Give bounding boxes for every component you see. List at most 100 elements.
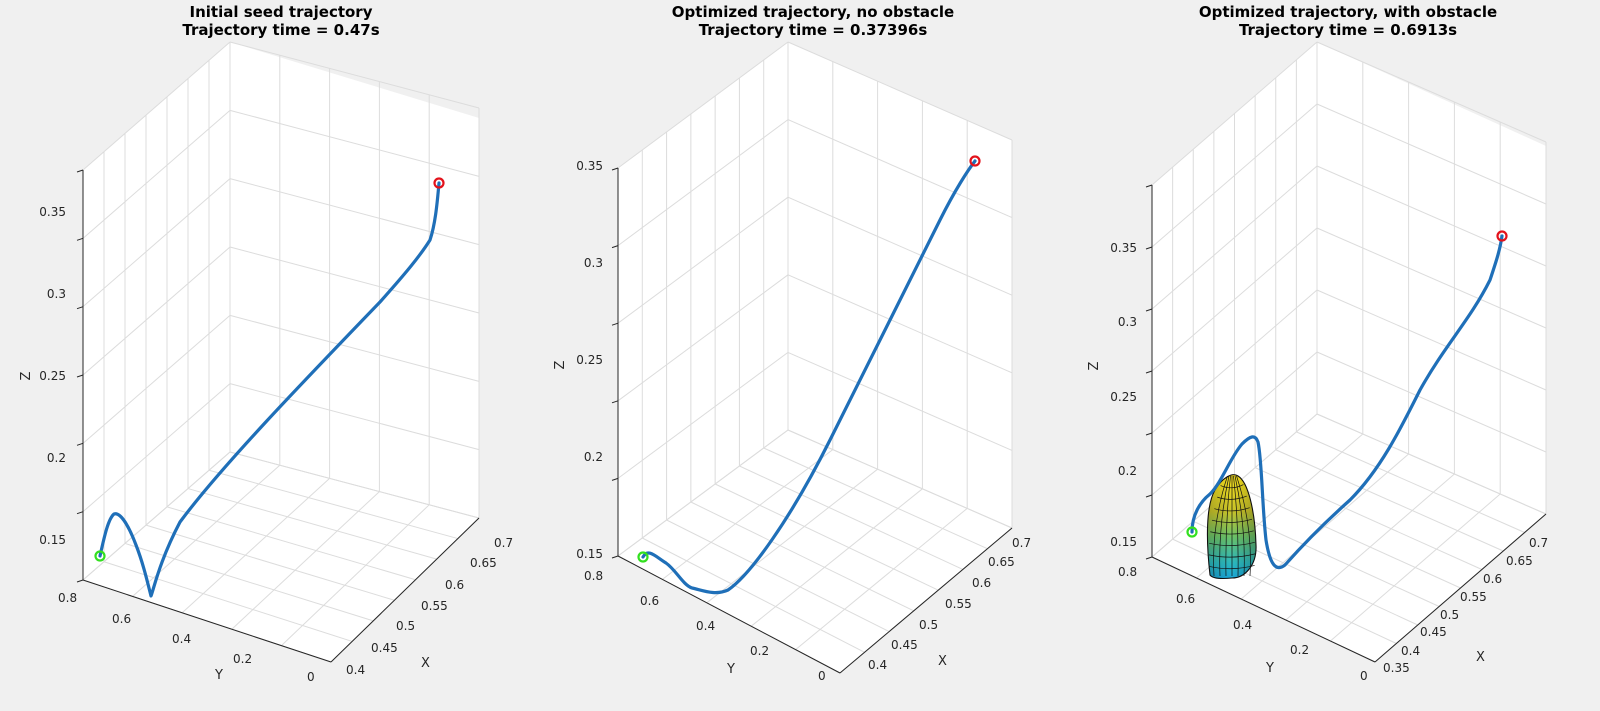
wall-gridline — [229, 41, 480, 109]
y-tick-label: 0.6 — [112, 612, 131, 626]
z-tick-label: 0.2 — [584, 450, 603, 464]
z-tick-mark — [76, 374, 84, 378]
floor-gridline — [690, 501, 914, 612]
z-tick-label: 0.3 — [584, 256, 603, 270]
wall-gridline — [617, 274, 789, 402]
axes-1-x-axis-line — [330, 517, 480, 663]
axes-1-trajectory-line — [98, 181, 441, 598]
axes-3-y-axis-line — [1151, 556, 1376, 663]
y-tick-label: 0.2 — [750, 644, 769, 658]
obstacle-mesh-line — [1234, 475, 1245, 577]
z-tick-mark — [611, 167, 619, 171]
axes-2-x-ticks: 0.4 0.45 0.5 0.55 0.6 0.65 0.7 — [868, 536, 1031, 672]
wall-gridline — [787, 196, 1013, 296]
x-tick-label: 0.65 — [988, 555, 1015, 569]
obstacle-mesh-line — [1233, 475, 1239, 577]
floor-gridline — [1240, 453, 1409, 600]
wall-gridline — [229, 109, 480, 177]
x-tick-label: 0.4 — [1401, 644, 1420, 658]
x-tick-label: 0.4 — [346, 663, 365, 677]
axes-3-y-ticks: 0.8 0.6 0.4 0.2 0 — [1118, 565, 1368, 683]
axes-2-trajectory-line — [641, 159, 977, 595]
z-tick-mark — [611, 322, 619, 326]
y-tick-label: 0 — [1360, 669, 1368, 683]
x-tick-label: 0.4 — [868, 658, 887, 672]
axes-1-z-label: Z — [19, 371, 34, 380]
wall-gridline — [1151, 103, 1318, 248]
x-tick-label: 0.55 — [1460, 590, 1487, 604]
axes-1-title-line-1: Initial seed trajectory — [190, 3, 373, 21]
floor-gridline — [166, 506, 416, 581]
wall-gridline — [82, 383, 231, 513]
z-tick-mark — [1145, 556, 1153, 560]
wall-gridline — [229, 246, 480, 314]
axes-1-x-label: X — [421, 656, 430, 671]
axes-2-z-ticks: 0.15 0.2 0.25 0.3 0.35 — [576, 159, 603, 561]
x-tick-label: 0.45 — [891, 638, 918, 652]
wall-gridline — [1316, 165, 1547, 267]
obstacle-mesh-line — [1236, 475, 1251, 577]
y-tick-label: 0.2 — [233, 652, 252, 666]
axes-2-x-axis-line — [839, 527, 1013, 674]
wall-gridline — [1151, 351, 1318, 496]
z-tick-label: 0.15 — [576, 547, 603, 561]
wall-gridline — [229, 383, 480, 451]
wall-gridline — [82, 41, 231, 171]
floor-gridline — [181, 478, 330, 614]
x-tick-label: 0.6 — [445, 578, 464, 592]
y-tick-label: 0.8 — [58, 591, 77, 605]
axes-3-title-line-1: Optimized trajectory, with obstacle — [1199, 3, 1497, 21]
z-tick-mark — [1145, 246, 1153, 250]
floor-gridline — [666, 519, 890, 633]
wall-gridline — [1316, 351, 1547, 453]
x-tick-label: 0.55 — [945, 597, 972, 611]
z-tick-label: 0.15 — [39, 533, 66, 547]
x-tick-label: 0.5 — [919, 618, 938, 632]
axes-1-y-ticks: 0.8 0.6 0.4 0.2 0 — [58, 591, 315, 684]
y-tick-label: 0.6 — [1176, 592, 1195, 606]
x-tick-label: 0.7 — [1529, 536, 1548, 550]
wall-gridline — [1316, 289, 1547, 391]
axes-3-z-label: Z — [1087, 361, 1102, 370]
floor-gridline — [1330, 493, 1501, 642]
axes-3-end-marker — [1496, 230, 1508, 242]
floor-gridline — [208, 469, 458, 540]
z-tick-mark — [76, 169, 84, 173]
z-tick-label: 0.35 — [1110, 241, 1137, 255]
wall-gridline — [229, 451, 480, 519]
axes-1-end-marker — [433, 177, 445, 189]
x-tick-label: 0.45 — [1420, 625, 1447, 639]
obstacle-mesh-line — [1219, 475, 1230, 577]
axes-2-start-marker — [637, 551, 649, 563]
z-tick-mark — [76, 306, 84, 310]
axes-2-end-marker — [969, 155, 981, 167]
floor-gridline — [706, 468, 878, 604]
z-tick-mark — [611, 477, 619, 481]
x-tick-label: 0.45 — [371, 641, 398, 655]
axes-1-z-ticks: 0.15 0.2 0.25 0.3 0.35 — [39, 205, 66, 547]
wall-gridline — [787, 41, 1013, 141]
wall-gridline — [1316, 227, 1547, 329]
z-tick-label: 0.35 — [576, 159, 603, 173]
y-tick-label: 0 — [307, 670, 315, 684]
wall-gridline — [1151, 289, 1318, 434]
wall-gridline — [82, 178, 231, 308]
wall-gridline — [1316, 413, 1547, 515]
axes-1-x-ticks: 0.4 0.45 0.5 0.55 0.6 0.65 0.7 — [346, 536, 513, 677]
axes-3-obstacle-ellipsoid — [1206, 474, 1257, 580]
x-tick-label: 0.6 — [1483, 572, 1502, 586]
axes-2-z-label: Z — [553, 360, 568, 369]
axes-2-x-label: X — [938, 654, 947, 669]
z-tick-label: 0.35 — [39, 205, 66, 219]
x-tick-label: 0.35 — [1383, 661, 1410, 675]
axes-3: Optimized trajectory, with obstacle Traj… — [1087, 3, 1548, 683]
axes-3-x-ticks: 0.35 0.4 0.45 0.5 0.55 0.6 0.65 0.7 — [1383, 536, 1548, 675]
wall-gridline — [82, 246, 231, 376]
floor-gridline — [1254, 467, 1483, 570]
axes-2-title-line-1: Optimized trajectory, no obstacle — [672, 3, 954, 21]
z-tick-mark — [611, 555, 619, 559]
z-tick-mark — [1145, 432, 1153, 436]
y-tick-label: 0.8 — [584, 569, 603, 583]
wall-gridline — [229, 178, 480, 246]
z-tick-mark — [611, 245, 619, 249]
